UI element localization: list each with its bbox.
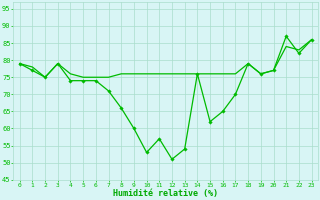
- X-axis label: Humidité relative (%): Humidité relative (%): [113, 189, 218, 198]
